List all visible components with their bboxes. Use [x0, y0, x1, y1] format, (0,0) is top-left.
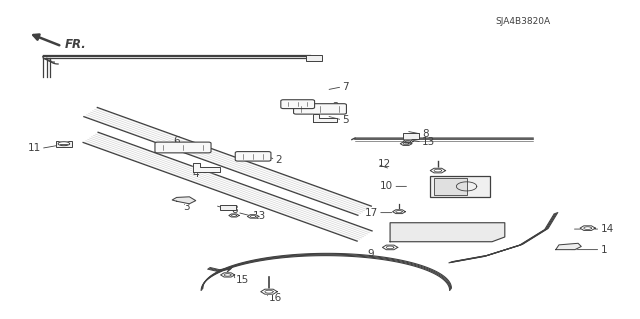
- Text: 13: 13: [253, 211, 266, 221]
- Text: 6: 6: [173, 136, 180, 145]
- Polygon shape: [400, 142, 412, 145]
- FancyBboxPatch shape: [155, 142, 211, 153]
- Text: 12: 12: [378, 159, 390, 169]
- Text: SJA4B3820A: SJA4B3820A: [495, 18, 550, 26]
- Text: 2: 2: [275, 154, 282, 165]
- Polygon shape: [247, 215, 259, 218]
- Text: 3: 3: [183, 202, 189, 212]
- Bar: [220, 205, 236, 211]
- Bar: [306, 55, 321, 61]
- Text: 8: 8: [231, 205, 237, 215]
- Bar: [56, 141, 72, 146]
- Text: 5: 5: [342, 115, 349, 125]
- Bar: [430, 176, 490, 197]
- Polygon shape: [430, 168, 445, 173]
- Text: 13: 13: [422, 137, 435, 147]
- Polygon shape: [393, 210, 405, 214]
- Text: 9: 9: [367, 249, 374, 259]
- Text: 4: 4: [193, 169, 199, 179]
- Polygon shape: [556, 243, 581, 250]
- FancyBboxPatch shape: [281, 100, 315, 108]
- Polygon shape: [313, 114, 337, 122]
- Polygon shape: [172, 197, 196, 204]
- Text: 16: 16: [269, 293, 282, 303]
- Polygon shape: [260, 289, 277, 294]
- Bar: [403, 133, 419, 139]
- FancyBboxPatch shape: [236, 152, 271, 161]
- Text: 7: 7: [342, 82, 349, 92]
- Text: 14: 14: [600, 224, 614, 234]
- Polygon shape: [229, 214, 239, 217]
- Text: 10: 10: [380, 182, 394, 191]
- Polygon shape: [580, 226, 595, 230]
- Text: FR.: FR.: [65, 38, 87, 51]
- Text: 2: 2: [333, 102, 339, 112]
- Text: 11: 11: [28, 144, 41, 153]
- Text: 1: 1: [600, 245, 607, 255]
- Polygon shape: [193, 163, 220, 172]
- Polygon shape: [390, 223, 505, 242]
- Text: 8: 8: [422, 129, 429, 139]
- Polygon shape: [221, 273, 235, 277]
- Text: 15: 15: [236, 275, 249, 285]
- Polygon shape: [403, 140, 413, 143]
- Bar: [434, 178, 467, 195]
- Polygon shape: [58, 142, 70, 146]
- FancyBboxPatch shape: [294, 104, 346, 114]
- Polygon shape: [383, 245, 397, 250]
- Text: 17: 17: [365, 208, 378, 218]
